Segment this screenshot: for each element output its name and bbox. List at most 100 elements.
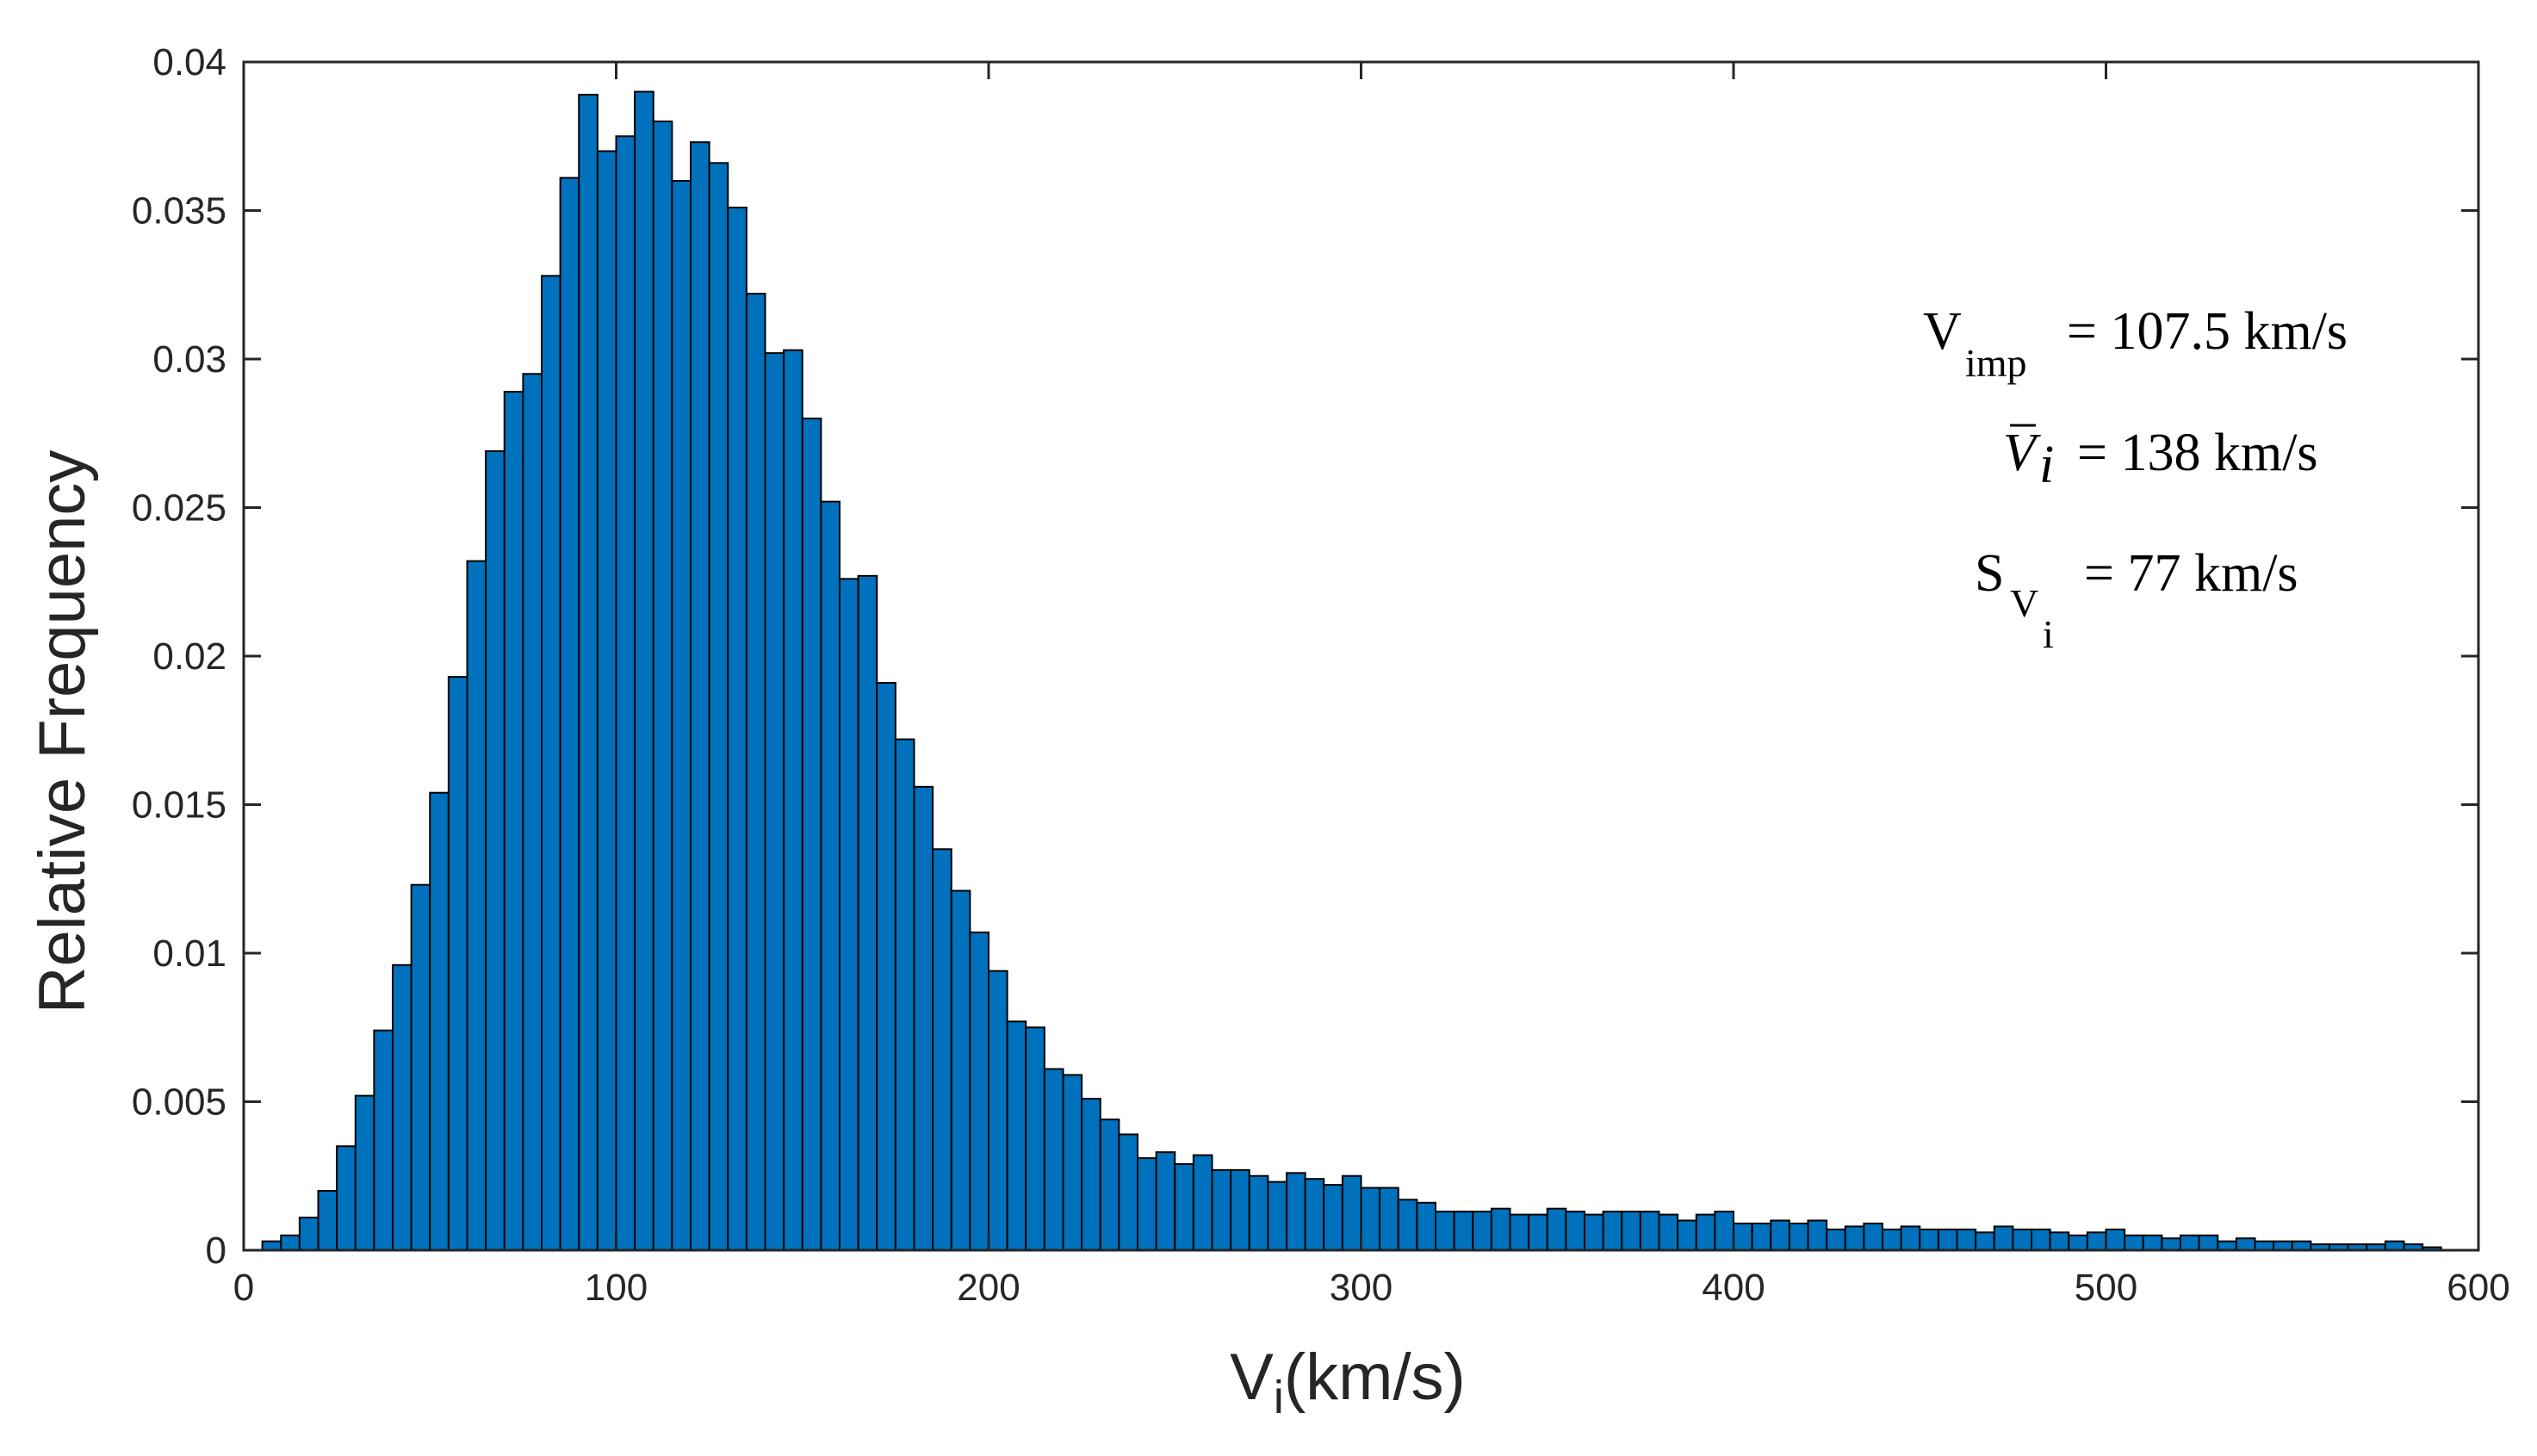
x-tick-label: 100 xyxy=(585,1267,648,1309)
histogram-bar xyxy=(541,275,561,1251)
histogram-bar xyxy=(1733,1222,1753,1251)
histogram-bar xyxy=(2384,1240,2405,1252)
histogram-bar xyxy=(1528,1213,1548,1251)
histogram-bar xyxy=(783,349,803,1251)
histogram-bar xyxy=(1211,1168,1232,1251)
y-axis-title: Relative Frequency xyxy=(26,450,99,1014)
annotation-mean-subscript: i xyxy=(2039,436,2054,494)
histogram-bar xyxy=(1043,1068,1064,1252)
histogram-bar xyxy=(1472,1211,1492,1252)
histogram-bar xyxy=(1751,1222,1772,1251)
annotation-mean-symbol: V xyxy=(2003,424,2041,482)
histogram-bar xyxy=(1714,1211,1734,1252)
histogram-bar xyxy=(1826,1228,1846,1251)
histogram-bar xyxy=(261,1240,282,1252)
axis-tick-labels: 0 100 200 300 400 500 600 0 0.005 0.01 0.015 0.02 0.… xyxy=(132,41,2510,1309)
histogram-bar xyxy=(932,848,952,1251)
histogram-bar xyxy=(1118,1133,1138,1251)
x-tick-label: 400 xyxy=(1702,1267,1765,1309)
histogram-bar xyxy=(1304,1178,1325,1251)
histogram-bar xyxy=(1286,1172,1306,1252)
axes-box xyxy=(242,60,2480,1252)
annotation-v-imp-value: = 107.5 km/s xyxy=(2067,302,2348,361)
histogram-bar xyxy=(447,676,468,1251)
histogram-bar xyxy=(1341,1174,1362,1251)
histogram-bar xyxy=(1248,1174,1269,1251)
histogram-bar xyxy=(708,162,729,1251)
histogram-bar xyxy=(894,738,915,1251)
histogram-bar xyxy=(1975,1231,1995,1252)
histogram-bar xyxy=(764,352,785,1252)
histogram-bar xyxy=(801,418,822,1251)
x-axis-title: Vi(km/s) xyxy=(1230,1341,1466,1423)
histogram-bar xyxy=(615,135,636,1251)
histogram-bar xyxy=(373,1029,394,1251)
histogram-bar xyxy=(2217,1240,2237,1252)
histogram-bar xyxy=(1435,1211,1455,1252)
x-tick-label: 500 xyxy=(2075,1267,2137,1309)
histogram-bar xyxy=(1919,1228,1939,1251)
histogram-bar xyxy=(1844,1225,1865,1252)
histogram-bar xyxy=(466,560,487,1251)
histogram-bars xyxy=(261,90,2442,1252)
x-axis-title-main: V xyxy=(1230,1341,1274,1414)
histogram-bar xyxy=(745,293,766,1252)
histogram-bar xyxy=(1565,1211,1585,1252)
x-tick-label: 200 xyxy=(957,1267,1020,1309)
histogram-bar xyxy=(2086,1231,2107,1252)
histogram-bar xyxy=(559,177,580,1251)
histogram-bar xyxy=(392,963,412,1252)
histogram-bar xyxy=(839,578,859,1251)
histogram-bar xyxy=(1397,1199,1418,1251)
histogram-bar xyxy=(2068,1234,2088,1251)
histogram-bar xyxy=(596,150,617,1251)
histogram-bar xyxy=(522,373,543,1251)
histogram-bar xyxy=(1323,1184,1343,1251)
histogram-bar xyxy=(1379,1186,1399,1252)
histogram-bar xyxy=(1099,1118,1120,1251)
x-tick-label: 0 xyxy=(233,1267,254,1309)
y-tick-label: 0 xyxy=(206,1230,226,1272)
histogram-bar xyxy=(727,207,747,1251)
histogram-bar xyxy=(1230,1168,1250,1251)
histogram-bar xyxy=(1509,1213,1530,1251)
y-tick-label: 0.04 xyxy=(152,41,226,84)
x-axis-title-tail: (km/s) xyxy=(1284,1341,1466,1414)
y-tick-label: 0.02 xyxy=(152,635,226,678)
histogram-bar xyxy=(1081,1098,1101,1252)
histogram-bar xyxy=(2273,1240,2293,1252)
histogram-bar xyxy=(1602,1211,1623,1252)
histogram-bar xyxy=(280,1234,301,1251)
histogram-bar xyxy=(1025,1026,1045,1251)
histogram-bar xyxy=(1490,1207,1511,1251)
histogram-bar xyxy=(578,93,599,1252)
histogram-bar xyxy=(2031,1228,2051,1251)
histogram-bar xyxy=(1658,1213,1679,1251)
histogram-bar xyxy=(1956,1228,1977,1251)
histogram-bar xyxy=(1788,1222,1809,1251)
histogram-bar xyxy=(2180,1234,2200,1251)
histogram-bar xyxy=(1695,1213,1716,1251)
histogram-bar xyxy=(1416,1201,1436,1252)
annotation-v-imp-symbol: V xyxy=(1923,302,1962,361)
annotation-std-subsubscript: i xyxy=(2043,612,2054,656)
histogram-bar xyxy=(1937,1228,1958,1251)
y-tick-label: 0.03 xyxy=(152,338,226,381)
histogram-bar xyxy=(857,574,878,1251)
histogram-bar xyxy=(1863,1222,1883,1251)
histogram-bar xyxy=(1900,1225,1921,1252)
histogram-bar xyxy=(1006,1020,1027,1251)
histogram-bar xyxy=(950,889,971,1252)
y-tick-label: 0.01 xyxy=(152,932,226,975)
histogram-bar xyxy=(969,931,989,1251)
histogram-bar xyxy=(2254,1240,2275,1252)
histogram-bar xyxy=(2235,1237,2256,1251)
histogram-bar xyxy=(1770,1219,1790,1251)
histogram-bar xyxy=(2012,1228,2032,1251)
x-tick-label: 300 xyxy=(1330,1267,1393,1309)
histogram-bar xyxy=(634,90,654,1251)
histogram-bar xyxy=(1453,1211,1474,1252)
histogram-bar xyxy=(2049,1231,2070,1252)
histogram-bar xyxy=(1062,1074,1083,1251)
y-tick-label: 0.015 xyxy=(132,784,226,827)
